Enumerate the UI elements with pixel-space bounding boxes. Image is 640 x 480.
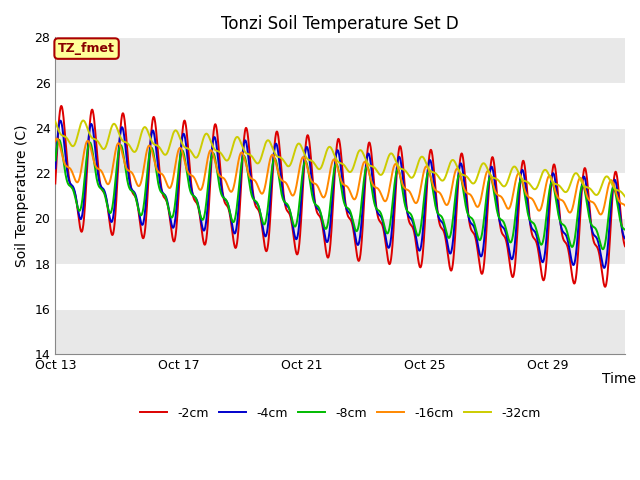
-4cm: [51, 166, 59, 171]
-2cm: [85, 128, 93, 134]
Line: -16cm: -16cm: [55, 139, 625, 215]
-2cm: [418, 260, 426, 265]
-8cm: [621, 227, 629, 232]
-8cm: [51, 157, 59, 163]
-4cm: [305, 155, 313, 161]
-4cm: [355, 240, 363, 246]
-32cm: [85, 131, 93, 136]
-16cm: [305, 172, 313, 178]
Line: -8cm: -8cm: [55, 140, 625, 249]
Bar: [55, 83, 625, 128]
-8cm: [56, 137, 63, 143]
-4cm: [543, 230, 550, 236]
-4cm: [621, 236, 629, 241]
-16cm: [53, 136, 61, 142]
-4cm: [600, 265, 608, 271]
-32cm: [355, 148, 363, 154]
Text: TZ_fmet: TZ_fmet: [58, 42, 115, 55]
X-axis label: Time: Time: [602, 372, 636, 385]
Bar: [55, 173, 625, 218]
Bar: [55, 264, 625, 309]
-8cm: [355, 222, 363, 228]
-4cm: [85, 129, 93, 135]
Title: Tonzi Soil Temperature Set D: Tonzi Soil Temperature Set D: [221, 15, 459, 33]
Line: -2cm: -2cm: [55, 106, 625, 287]
-4cm: [418, 239, 426, 244]
Line: -32cm: -32cm: [55, 120, 625, 196]
-16cm: [543, 179, 550, 184]
-32cm: [418, 154, 426, 159]
-2cm: [355, 258, 363, 264]
-4cm: [296, 212, 304, 217]
-16cm: [51, 138, 59, 144]
Bar: [55, 37, 625, 83]
-8cm: [85, 140, 93, 146]
-16cm: [296, 163, 304, 168]
-32cm: [621, 193, 629, 199]
-16cm: [596, 212, 604, 217]
-2cm: [296, 232, 304, 238]
-2cm: [621, 243, 629, 249]
-2cm: [58, 103, 65, 109]
-2cm: [543, 253, 550, 259]
-8cm: [296, 193, 304, 199]
Bar: [55, 309, 625, 354]
-16cm: [621, 203, 629, 208]
-2cm: [51, 180, 59, 186]
-16cm: [85, 140, 93, 146]
Line: -4cm: -4cm: [55, 120, 625, 268]
Bar: [55, 128, 625, 173]
-32cm: [543, 168, 550, 174]
-2cm: [305, 139, 313, 144]
Bar: [55, 218, 625, 264]
-8cm: [599, 246, 607, 252]
-32cm: [79, 118, 87, 123]
-32cm: [305, 157, 313, 163]
-4cm: [57, 118, 65, 123]
-8cm: [543, 209, 550, 215]
Legend: -2cm, -4cm, -8cm, -16cm, -32cm: -2cm, -4cm, -8cm, -16cm, -32cm: [134, 402, 545, 424]
-32cm: [51, 119, 59, 124]
-2cm: [602, 284, 609, 289]
-16cm: [418, 179, 426, 185]
-16cm: [355, 183, 363, 189]
-32cm: [296, 142, 304, 147]
-8cm: [418, 217, 426, 223]
-8cm: [305, 175, 313, 180]
Y-axis label: Soil Temperature (C): Soil Temperature (C): [15, 124, 29, 267]
